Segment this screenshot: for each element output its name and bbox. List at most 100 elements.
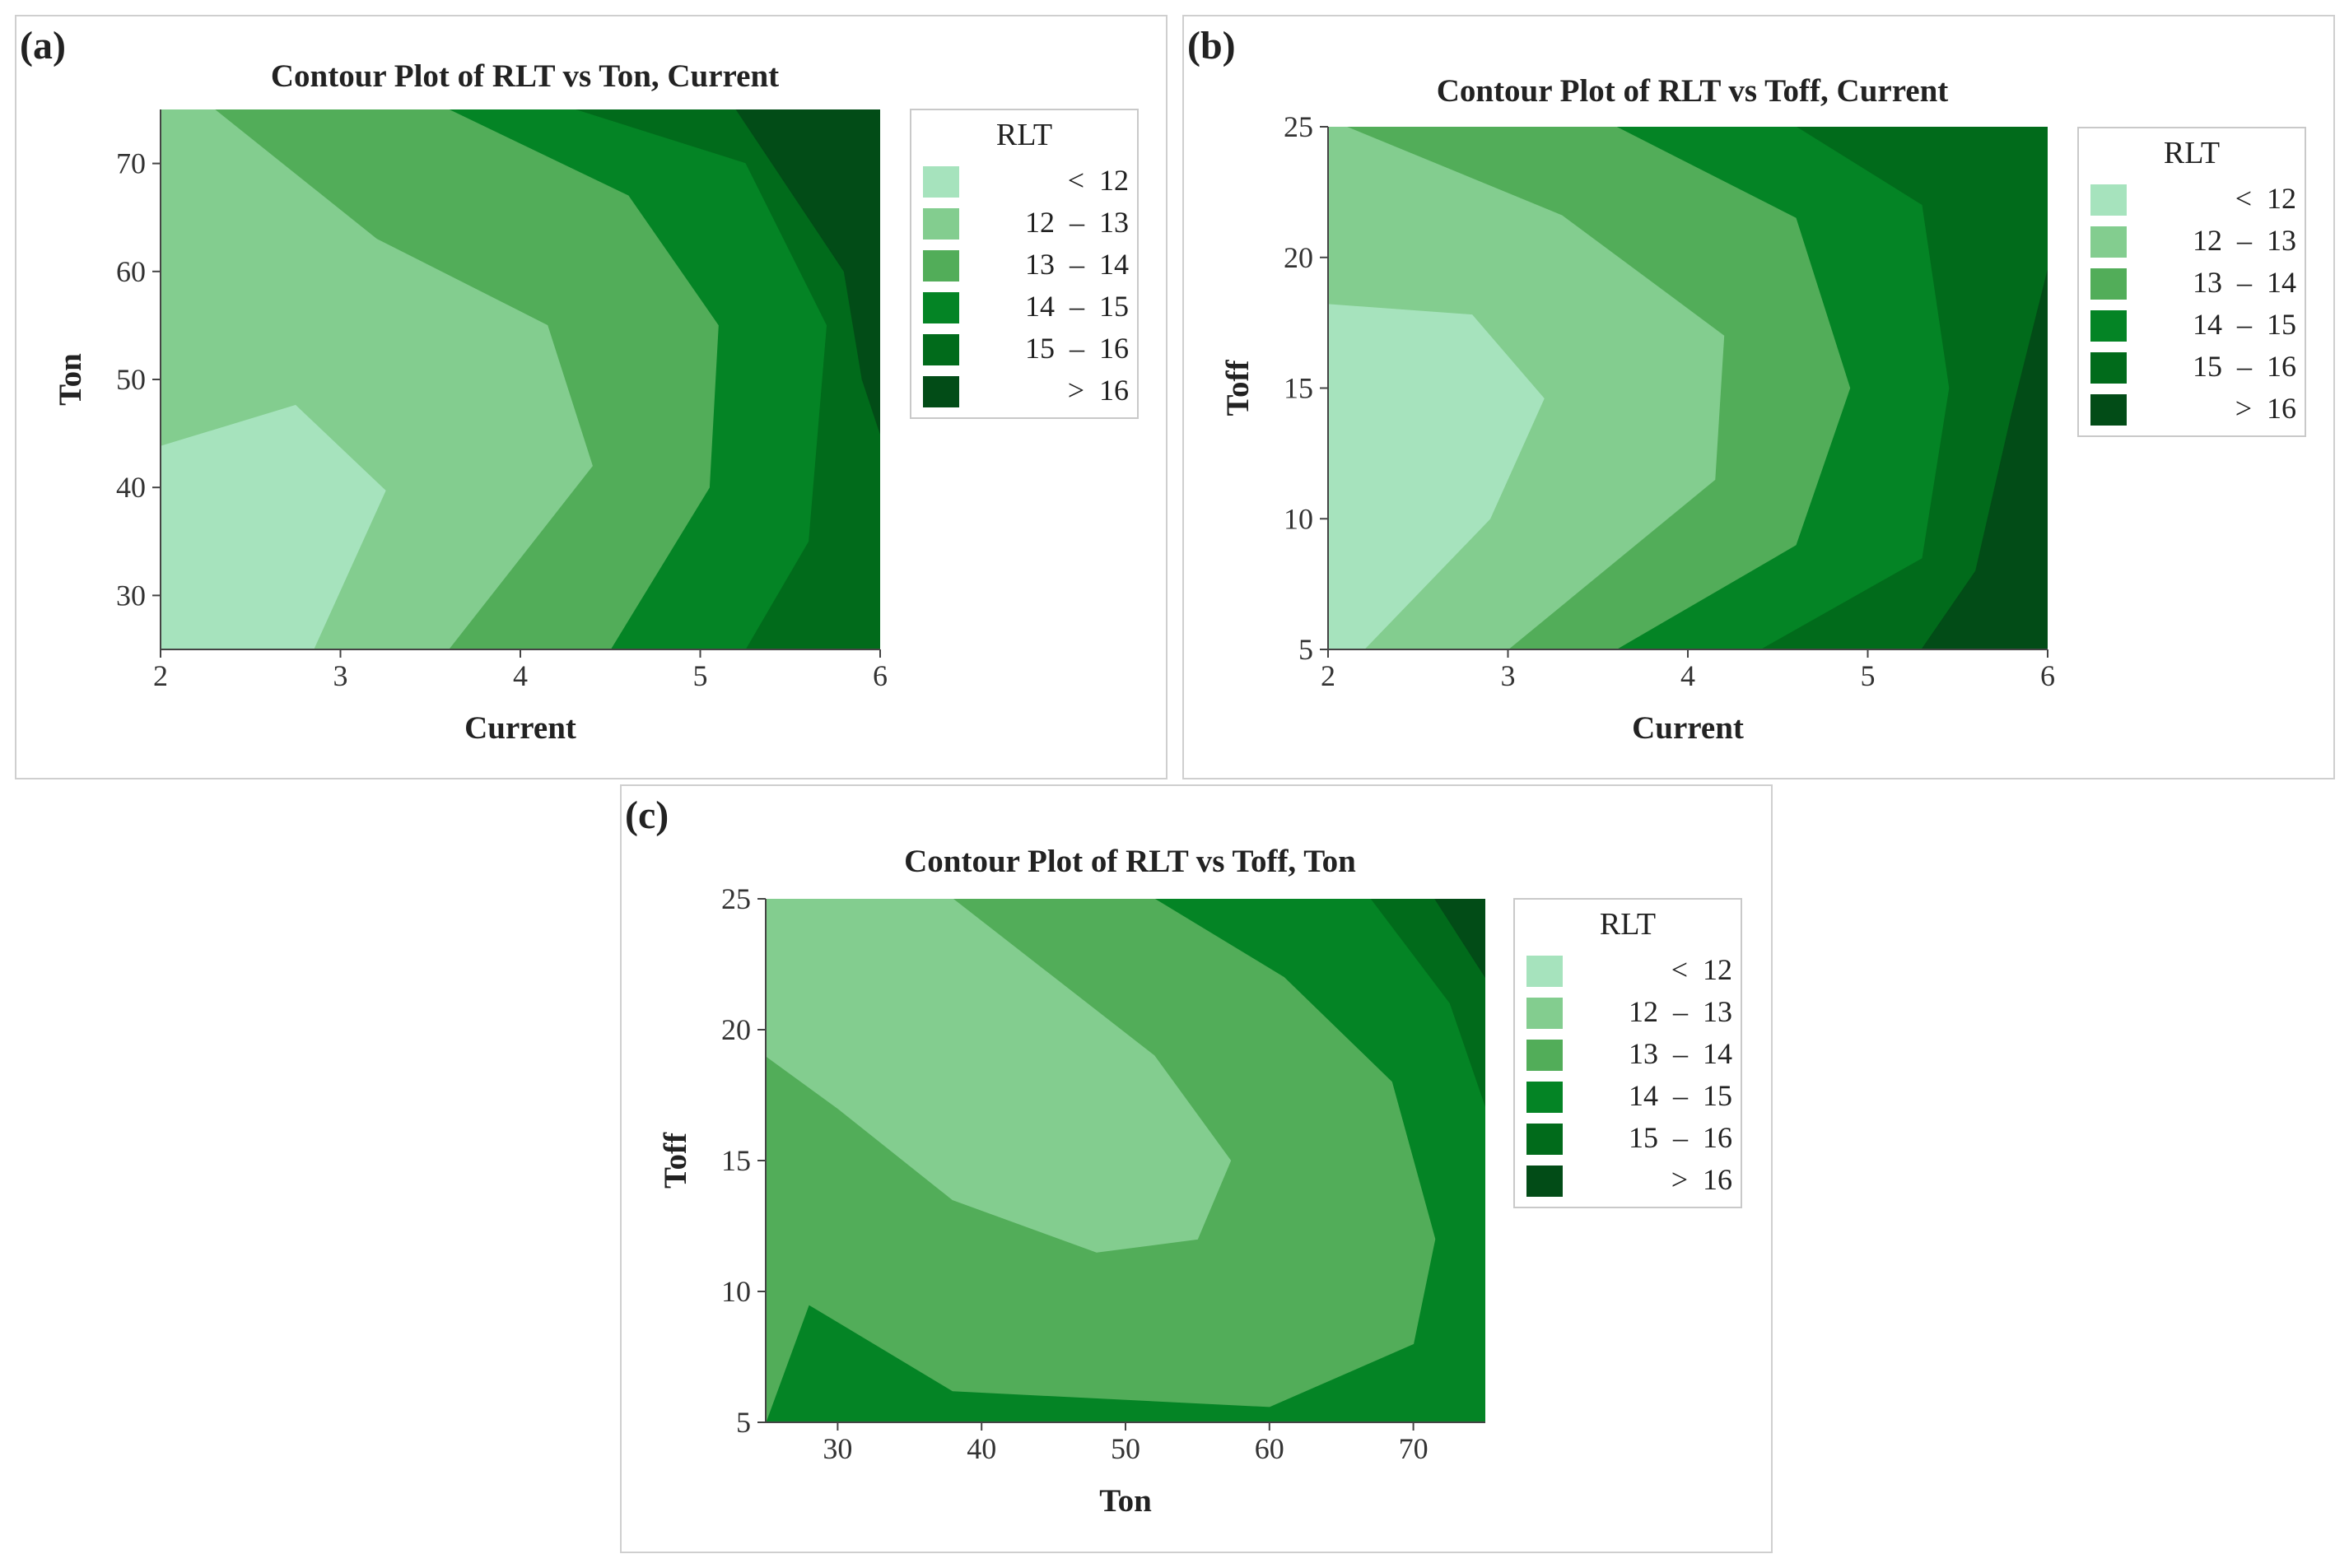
y-tick-label: 25	[1284, 110, 1313, 143]
legend-label: > 16	[1671, 1163, 1732, 1196]
y-tick-label: 5	[736, 1406, 751, 1439]
contour-region	[766, 899, 1232, 1253]
contour-region	[735, 109, 880, 435]
x-tick-label: 4	[513, 659, 528, 692]
legend-swatch	[2090, 268, 2127, 300]
legend-swatch	[1526, 1082, 1563, 1113]
legend-label: 12 – 13	[1629, 995, 1732, 1028]
chart-title: Contour Plot of RLT vs Toff, Current	[1436, 73, 1949, 109]
y-tick-label: 60	[116, 255, 146, 288]
contour-region	[1434, 899, 1485, 978]
legend: RLT < 12 12 – 13 13 – 14 14 – 15 15 – 16 > 16	[2077, 127, 2306, 437]
legend-swatch	[1526, 1040, 1563, 1071]
y-axis-label: Ton	[53, 353, 88, 406]
y-tick-label: 20	[1284, 241, 1313, 274]
x-tick-label: 50	[1111, 1432, 1140, 1465]
x-tick-label: 40	[967, 1432, 996, 1465]
legend-swatch	[1526, 956, 1563, 987]
y-tick-label: 25	[721, 882, 751, 915]
legend-label: 13 – 14	[1025, 248, 1129, 281]
contour-plot-svg: 30 40 50 60 70 5 10 15 20 25 Ton Toff	[658, 882, 1485, 1519]
legend-title: RLT	[2163, 136, 2221, 170]
legend: RLT < 12 12 – 13 13 – 14 14 – 15 15 – 16 > 16	[910, 109, 1139, 419]
legend-title: RLT	[995, 118, 1053, 152]
y-axis-label: Toff	[1220, 360, 1256, 416]
chart-title: Contour Plot of RLT vs Toff, Ton	[904, 844, 1356, 879]
legend-swatch	[2090, 352, 2127, 384]
x-tick-label: 5	[1861, 659, 1876, 692]
legend-swatch	[1526, 1124, 1563, 1155]
legend-label: 14 – 15	[2193, 308, 2296, 341]
legend-label: < 12	[2235, 182, 2296, 215]
x-tick-label: 70	[1399, 1432, 1429, 1465]
legend-item: 15 – 16	[1526, 1120, 1732, 1158]
legend: RLT < 12 12 – 13 13 – 14 14 – 15 15 – 16 > 16	[1513, 898, 1742, 1208]
legend-item: < 12	[923, 163, 1129, 201]
panel-label: (a)	[20, 24, 66, 67]
legend-label: 12 – 13	[1025, 206, 1129, 239]
y-axis-label: Toff	[658, 1132, 693, 1189]
contour-panel-b: (b) Contour Plot of RLT vs Toff, Current…	[1182, 15, 2335, 779]
legend-label: > 16	[2235, 392, 2296, 425]
x-axis-label: Current	[1632, 710, 1744, 746]
legend-item: 13 – 14	[923, 247, 1129, 285]
legend-label: < 12	[1671, 953, 1732, 986]
y-tick-label: 5	[1298, 633, 1313, 666]
legend-item: 12 – 13	[1526, 994, 1732, 1032]
y-tick-label: 15	[721, 1144, 751, 1177]
legend-swatch	[923, 250, 959, 281]
legend-label: < 12	[1067, 164, 1129, 197]
legend-label: > 16	[1067, 374, 1129, 407]
legend-swatch	[2090, 310, 2127, 342]
legend-item: 15 – 16	[923, 331, 1129, 369]
contour-plot-svg: 2 3 4 5 6 30 40 50 60 70 Current Ton	[53, 109, 888, 746]
contour-plot-svg: 2 3 4 5 6 5 10 15 20 25 Current Toff	[1220, 110, 2055, 746]
legend-label: 12 – 13	[2193, 224, 2296, 257]
y-tick-label: 10	[721, 1275, 751, 1308]
contour-panel-c: (c) Contour Plot of RLT vs Toff, Ton 30 4…	[620, 784, 1773, 1553]
legend-label: 13 – 14	[1629, 1037, 1732, 1070]
y-tick-label: 30	[116, 579, 146, 612]
legend-item: 13 – 14	[1526, 1036, 1732, 1074]
legend-swatch	[2090, 394, 2127, 426]
legend-item: > 16	[923, 373, 1129, 411]
legend-label: 14 – 15	[1025, 290, 1129, 323]
x-tick-label: 3	[333, 659, 348, 692]
y-tick-label: 10	[1284, 502, 1313, 535]
y-tick-label: 50	[116, 363, 146, 396]
legend-swatch	[923, 166, 959, 198]
contour-panel-a: (a) Contour Plot of RLT vs Ton, Current …	[15, 15, 1168, 779]
legend-label: 13 – 14	[2193, 266, 2296, 299]
legend-swatch	[923, 292, 959, 323]
x-tick-label: 4	[1680, 659, 1695, 692]
contour-region	[1921, 270, 2048, 649]
legend-label: 15 – 16	[2193, 350, 2296, 383]
legend-swatch	[923, 376, 959, 407]
legend-label: 15 – 16	[1025, 332, 1129, 365]
y-tick-label: 20	[721, 1013, 751, 1046]
legend-item: < 12	[2090, 181, 2296, 219]
legend-item: 14 – 15	[923, 289, 1129, 327]
legend-title: RLT	[1599, 907, 1657, 942]
legend-item: 15 – 16	[2090, 349, 2296, 387]
legend-item: > 16	[2090, 391, 2296, 429]
legend-swatch	[923, 334, 959, 365]
x-axis-label: Current	[464, 710, 576, 746]
legend-label: 15 – 16	[1629, 1121, 1732, 1154]
y-tick-label: 40	[116, 471, 146, 504]
legend-item: > 16	[1526, 1162, 1732, 1200]
legend-swatch	[2090, 184, 2127, 216]
legend-item: 14 – 15	[2090, 307, 2296, 345]
legend-item: 14 – 15	[1526, 1078, 1732, 1116]
legend-swatch	[2090, 226, 2127, 258]
y-tick-label: 70	[116, 147, 146, 180]
panel-label: (b)	[1187, 24, 1236, 67]
legend-item: 13 – 14	[2090, 265, 2296, 303]
panel-label: (c)	[625, 793, 669, 837]
legend-item: 12 – 13	[923, 205, 1129, 243]
x-tick-label: 2	[1321, 659, 1335, 692]
x-tick-label: 3	[1501, 659, 1516, 692]
x-axis-label: Ton	[1099, 1483, 1152, 1519]
legend-swatch	[1526, 998, 1563, 1029]
x-tick-label: 6	[873, 659, 888, 692]
